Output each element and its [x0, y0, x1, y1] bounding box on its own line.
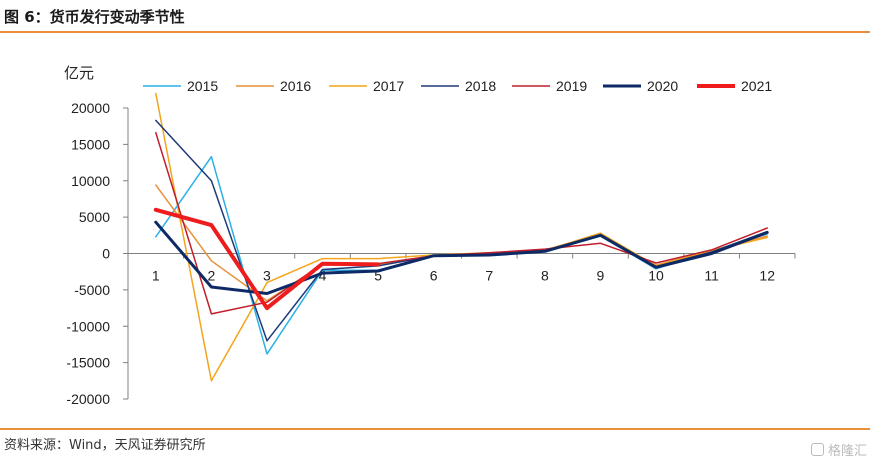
y-tick-label: -20000: [66, 391, 110, 407]
y-tick-label: 10000: [71, 173, 110, 189]
chart-axes: 20000 15000 10000 5000 0 -5000 -10000 -15000 -20…: [66, 100, 796, 407]
series-line-2021: [153, 207, 381, 311]
legend-label-2021: 2021: [741, 78, 772, 94]
x-tick-label: 3: [263, 268, 271, 284]
x-tick-label: 12: [759, 268, 775, 284]
y-tick-label: 20000: [71, 100, 110, 116]
x-tick-label: 1: [152, 268, 160, 284]
y-tick-label: 0: [102, 246, 110, 262]
legend-label-2017: 2017: [373, 78, 404, 94]
watermark-text: 格隆汇: [827, 444, 867, 459]
y-tick-label: -5000: [74, 282, 110, 298]
source-note: 资料来源：Wind，天风证券研究所: [4, 438, 206, 453]
chart-legend: 2015 2016 2017 2018 2019 2020 2021: [143, 78, 772, 94]
x-tick-label: 7: [485, 268, 493, 284]
legend-label-2016: 2016: [280, 78, 311, 94]
y-tick-label: 15000: [71, 136, 110, 152]
x-tick-label: 6: [430, 268, 438, 284]
figure-title: 图 6：货币发行变动季节性: [4, 8, 185, 26]
legend-label-2019: 2019: [556, 78, 587, 94]
figure-header: 图 6：货币发行变动季节性: [0, 0, 877, 34]
chart-series: [153, 92, 769, 382]
x-tick-label: 5: [374, 268, 382, 284]
y-tick-label: -10000: [66, 318, 110, 334]
header-divider: [0, 31, 870, 33]
x-tick-label: 9: [597, 268, 605, 284]
legend-label-2018: 2018: [465, 78, 496, 94]
footer-divider: [0, 428, 870, 430]
series-line-2018: [155, 119, 768, 342]
y-tick-label: 5000: [79, 209, 110, 225]
legend-label-2015: 2015: [187, 78, 218, 94]
x-tick-label: 2: [207, 268, 215, 284]
y-tick-label: -15000: [66, 355, 110, 371]
x-tick-label: 8: [541, 268, 549, 284]
legend-label-2020: 2020: [647, 78, 678, 94]
x-tick-label: 10: [648, 268, 664, 284]
series-line-2017: [155, 92, 768, 382]
seasonality-line-chart: 亿元 2015 2016 2017 2018 2019 2020 2021 20000150…: [64, 65, 796, 407]
watermark: 格隆汇: [810, 440, 867, 459]
gelonghui-logo-icon: [810, 443, 824, 456]
y-axis-label: 亿元: [64, 65, 94, 82]
x-tick-label: 11: [704, 268, 719, 284]
x-tick-label: 4: [319, 268, 327, 284]
